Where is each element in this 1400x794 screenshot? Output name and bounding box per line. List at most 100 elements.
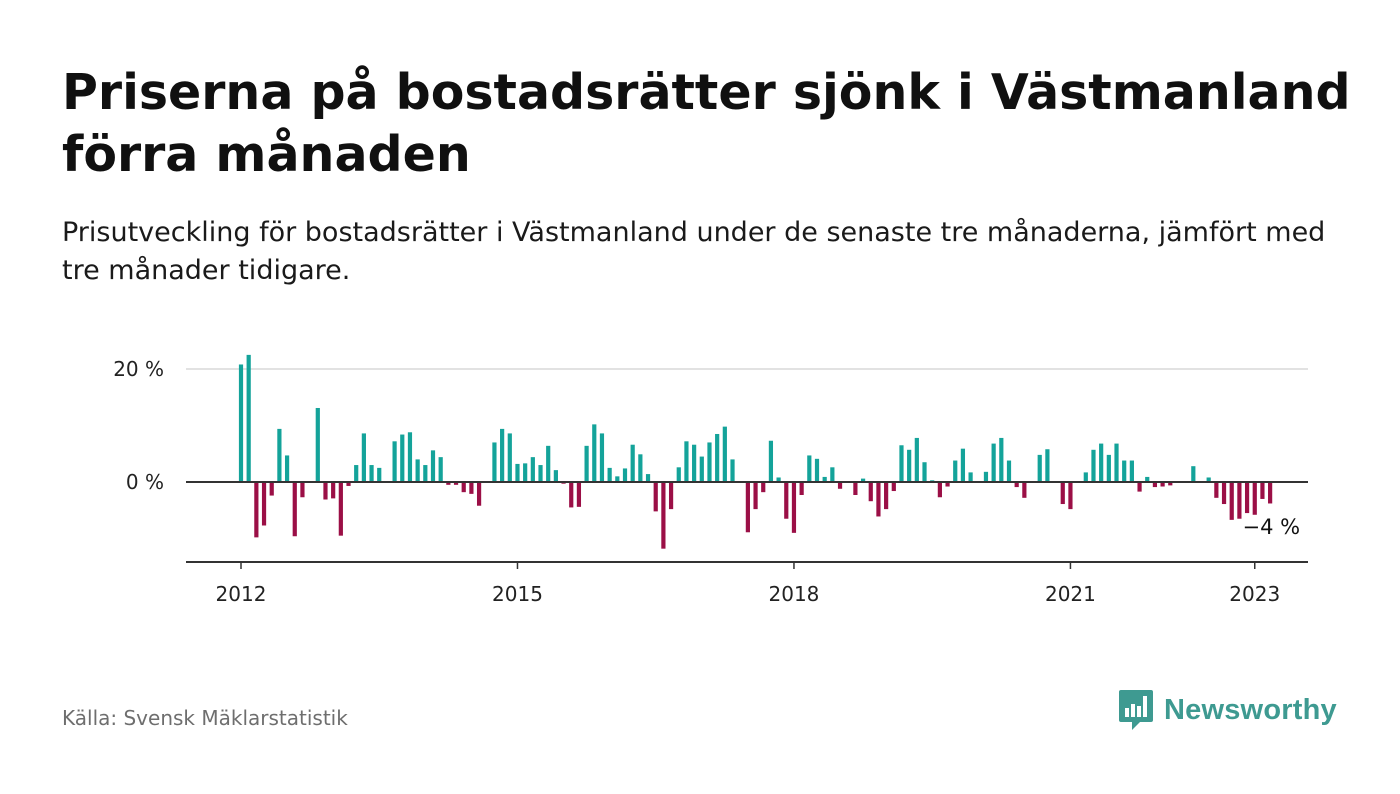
bar (768, 440, 774, 482)
last-value-label: −4 % (1243, 515, 1301, 539)
bar (1237, 482, 1242, 519)
bar (1168, 482, 1173, 486)
bar (369, 465, 374, 482)
bar (569, 482, 574, 508)
bar (1129, 460, 1134, 482)
bar (1083, 472, 1088, 482)
bar (830, 467, 835, 482)
bar (338, 482, 343, 536)
bar (354, 465, 359, 482)
bar (438, 457, 443, 482)
bar (699, 456, 704, 482)
bar (707, 442, 712, 482)
bar (599, 433, 605, 482)
x-tick-label: 2018 (769, 582, 820, 606)
bar (922, 462, 927, 482)
bar (1106, 454, 1111, 482)
bar (607, 467, 612, 483)
source-note: Källa: Svensk Mäklarstatistik (62, 706, 348, 730)
bar (907, 449, 912, 482)
bar (1137, 482, 1142, 492)
bar (1037, 454, 1042, 482)
bar (361, 433, 366, 482)
bar (722, 426, 727, 482)
bar (791, 482, 797, 533)
bar (523, 463, 528, 482)
bar (1014, 482, 1019, 488)
bar (776, 477, 781, 482)
bars-layer (238, 354, 1273, 549)
bar (246, 354, 251, 483)
bar (284, 455, 290, 482)
bar (1045, 449, 1050, 482)
bar (784, 482, 789, 519)
bar (1221, 482, 1227, 505)
bar (261, 482, 267, 526)
bar (331, 482, 336, 499)
bar (1145, 476, 1150, 482)
bar (1122, 460, 1127, 482)
bar (392, 441, 397, 482)
bar (1006, 460, 1012, 482)
bar (692, 444, 697, 482)
bar (492, 442, 497, 482)
bar (807, 455, 812, 482)
x-tick-label: 2021 (1045, 582, 1096, 606)
bar (653, 482, 658, 512)
bar (1091, 449, 1096, 482)
chart-subtitle: Prisutveckling för bostadsrätter i Västm… (62, 217, 1326, 286)
bar (868, 482, 873, 502)
bar (884, 482, 889, 510)
page-title: Priserna på bostadsrätter sjönk i Västma… (62, 64, 1351, 183)
bar (937, 482, 942, 498)
bar (630, 444, 635, 482)
bar (1191, 466, 1196, 482)
bar (1206, 477, 1211, 482)
bar (1152, 482, 1158, 488)
bar (1160, 482, 1165, 487)
bar (761, 482, 766, 493)
bar (315, 407, 320, 482)
bar (837, 482, 843, 489)
bar (254, 482, 259, 538)
bar (553, 470, 558, 482)
bar (1244, 482, 1250, 514)
bar (277, 428, 282, 482)
bar (960, 448, 966, 482)
bar (1268, 482, 1273, 504)
bar (645, 474, 651, 482)
bar (983, 471, 989, 482)
bar (592, 424, 597, 482)
bar (968, 472, 973, 482)
bar (400, 434, 405, 482)
bar (753, 482, 758, 510)
bar (684, 441, 689, 482)
y-tick-label: 0 % (126, 470, 164, 494)
bar (853, 482, 858, 495)
bar (1252, 482, 1257, 515)
bar (1022, 482, 1027, 498)
bar (638, 454, 643, 482)
bar (292, 482, 297, 537)
bar (860, 478, 866, 482)
bar (822, 476, 827, 482)
bar (945, 482, 950, 487)
axis-layer: 0 % 20 % 2012 2015 2018 2021 2023 −4 % (113, 357, 1308, 606)
bar (423, 465, 428, 482)
bar (953, 460, 958, 482)
bar (622, 468, 628, 482)
bar (745, 482, 750, 533)
x-tick-label: 2023 (1229, 582, 1280, 606)
bar (615, 476, 620, 482)
bar (546, 445, 551, 482)
bar (500, 428, 505, 482)
bar (538, 465, 543, 482)
bar (323, 482, 328, 500)
bar (668, 482, 674, 510)
bar (453, 482, 459, 485)
bar (1099, 443, 1104, 482)
bar (1214, 482, 1219, 498)
bar (415, 459, 420, 482)
bar (407, 432, 413, 482)
